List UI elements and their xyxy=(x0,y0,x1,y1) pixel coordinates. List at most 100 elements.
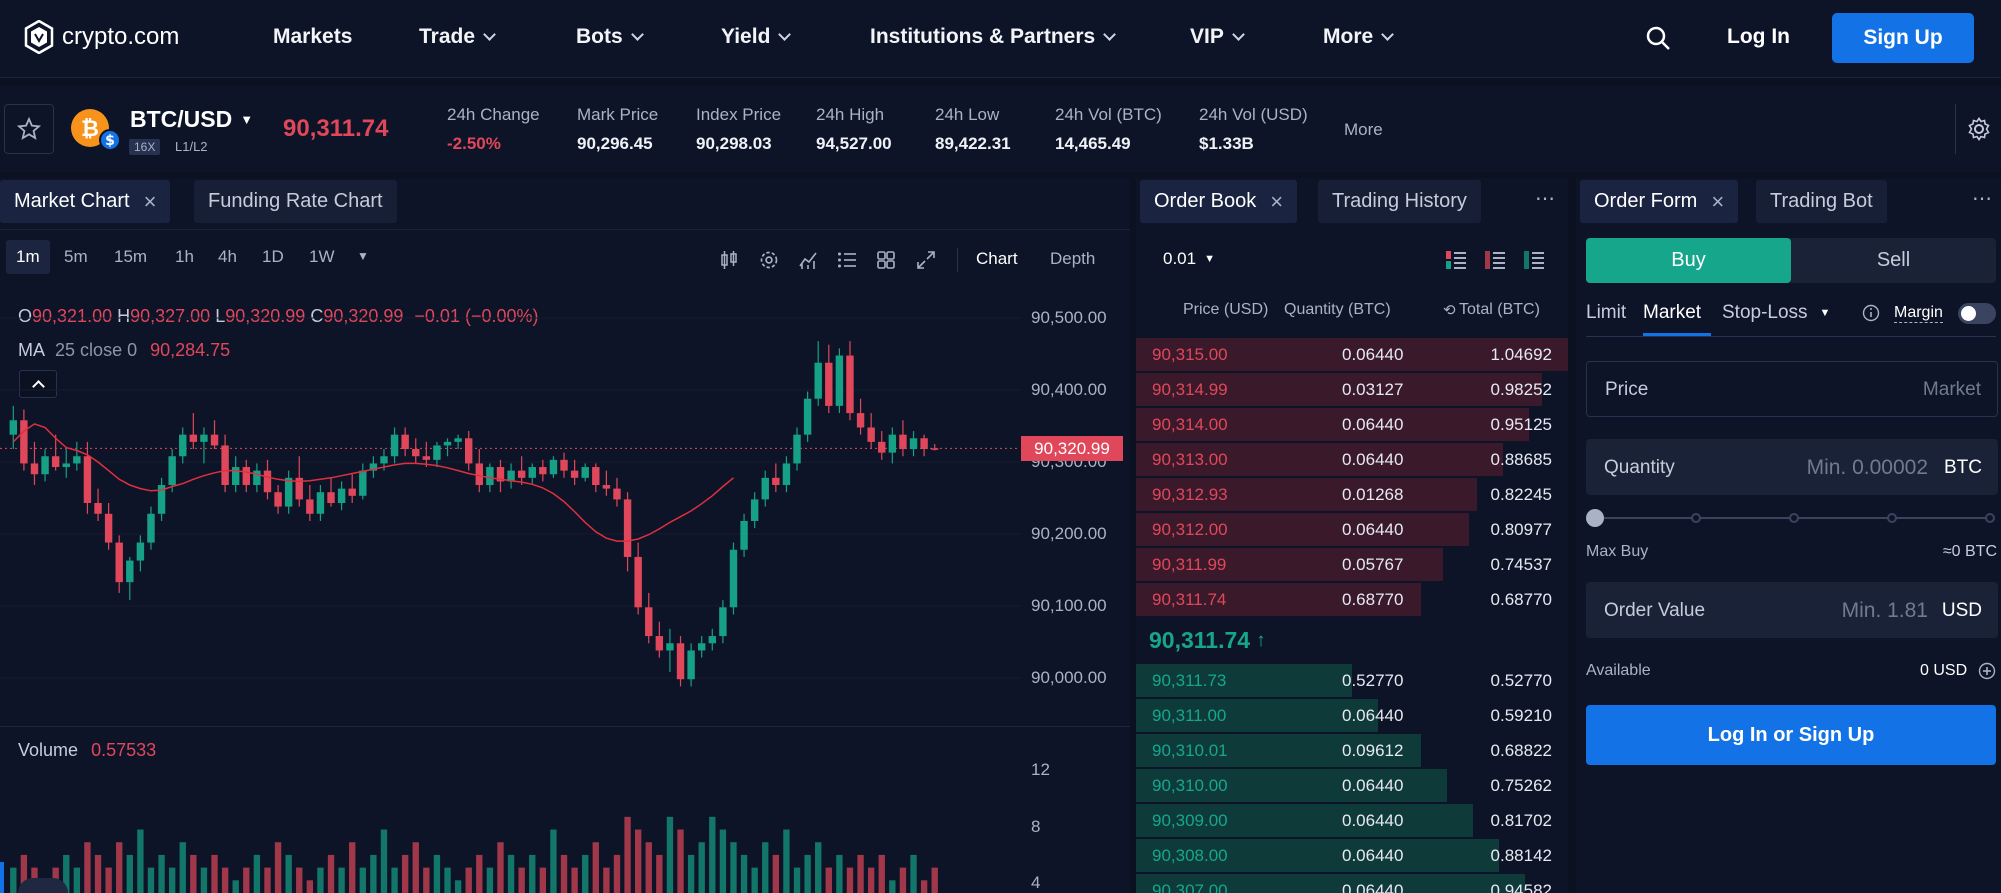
candle[interactable] xyxy=(126,556,134,601)
nav-markets[interactable]: Markets xyxy=(273,25,352,49)
pair-selector[interactable]: BTC/USD ▼ xyxy=(130,106,253,133)
candle[interactable] xyxy=(496,459,505,493)
candle[interactable] xyxy=(697,636,706,658)
bid-row[interactable]: 90,310.01 0.09612 0.68822 xyxy=(1136,733,1568,768)
add-funds-icon[interactable] xyxy=(1978,662,1996,680)
slider-step[interactable] xyxy=(1789,513,1799,523)
candle[interactable] xyxy=(602,470,611,496)
quantity-field[interactable]: Quantity Min. 0.00002 BTC xyxy=(1586,439,1998,495)
ask-row[interactable]: 90,312.00 0.06440 0.80977 xyxy=(1136,512,1568,547)
candle[interactable] xyxy=(867,413,875,450)
view-mode-chart[interactable]: Chart xyxy=(976,249,1018,268)
expand-icon[interactable] xyxy=(916,250,936,270)
candle[interactable] xyxy=(369,456,378,478)
candle[interactable] xyxy=(316,485,325,521)
login-link[interactable]: Log In xyxy=(1727,25,1790,48)
book-view-asks-icon[interactable] xyxy=(1485,251,1505,269)
candle[interactable] xyxy=(348,474,356,503)
candle[interactable] xyxy=(803,391,812,442)
candle[interactable] xyxy=(676,636,685,687)
view-mode-depth[interactable]: Depth xyxy=(1050,249,1096,268)
candle[interactable] xyxy=(390,427,399,464)
candle[interactable] xyxy=(147,506,155,550)
slider-step[interactable] xyxy=(1985,513,1995,523)
bid-row[interactable]: 90,311.00 0.06440 0.59210 xyxy=(1136,698,1568,733)
favorite-button[interactable] xyxy=(4,104,54,154)
bid-row[interactable]: 90,311.73 0.52770 0.52770 xyxy=(1136,663,1568,698)
candle[interactable] xyxy=(401,427,409,457)
candle[interactable] xyxy=(94,488,102,521)
candle[interactable] xyxy=(157,477,166,521)
candle[interactable] xyxy=(412,438,420,464)
candle[interactable] xyxy=(136,535,145,572)
candle[interactable] xyxy=(570,459,579,486)
candle[interactable] xyxy=(729,542,738,615)
candle[interactable] xyxy=(433,441,441,468)
timeframe-4h[interactable]: 4h xyxy=(218,247,237,266)
candle[interactable] xyxy=(327,477,335,507)
timeframe-15m[interactable]: 15m xyxy=(114,247,148,266)
settings-button[interactable] xyxy=(1955,104,2001,154)
candle[interactable] xyxy=(20,409,28,471)
candle[interactable] xyxy=(464,431,473,471)
refresh-icon[interactable]: ⟲ xyxy=(1443,302,1456,319)
more-options-icon[interactable]: ⋯ xyxy=(1535,188,1556,210)
candle[interactable] xyxy=(306,485,314,521)
candle[interactable] xyxy=(454,434,462,450)
candle[interactable] xyxy=(782,456,791,493)
book-view-bids-icon[interactable] xyxy=(1524,251,1544,269)
ask-row[interactable]: 90,314.00 0.06440 0.95125 xyxy=(1136,407,1568,442)
book-view-both-icon[interactable] xyxy=(1446,251,1466,269)
ask-row[interactable]: 90,312.93 0.01268 0.82245 xyxy=(1136,477,1568,512)
candle[interactable] xyxy=(560,452,568,478)
signup-button[interactable]: Sign Up xyxy=(1832,13,1974,63)
tab-market-chart[interactable]: Market Chart × xyxy=(0,180,171,223)
candle[interactable] xyxy=(793,427,801,471)
candle[interactable] xyxy=(179,427,187,464)
more-options-icon[interactable]: ⋯ xyxy=(1972,188,1993,210)
candle[interactable] xyxy=(242,459,251,493)
candle[interactable] xyxy=(930,444,939,451)
candle[interactable] xyxy=(909,431,918,457)
candle[interactable] xyxy=(422,441,431,468)
candle[interactable] xyxy=(62,449,70,478)
candle[interactable] xyxy=(41,449,49,482)
candle[interactable] xyxy=(761,470,769,507)
nav-bots[interactable]: Bots xyxy=(576,25,644,49)
chat-bubble[interactable] xyxy=(18,878,68,893)
candle[interactable] xyxy=(443,438,452,457)
candle[interactable] xyxy=(517,456,526,486)
tab-trading-bot[interactable]: Trading Bot xyxy=(1756,180,1887,223)
candle[interactable] xyxy=(221,434,229,493)
candle[interactable] xyxy=(51,434,60,471)
slider-step[interactable] xyxy=(1691,513,1701,523)
candle[interactable] xyxy=(634,542,642,615)
candle[interactable] xyxy=(581,463,589,482)
candle[interactable] xyxy=(284,470,293,514)
bid-row[interactable]: 90,307.00 0.06440 0.94582 xyxy=(1136,873,1568,893)
close-icon[interactable]: × xyxy=(1270,188,1284,214)
tab-order-book[interactable]: Order Book × xyxy=(1140,180,1298,223)
quantity-slider-handle[interactable] xyxy=(1586,509,1604,527)
candle[interactable] xyxy=(253,463,261,493)
ask-row[interactable]: 90,313.00 0.06440 0.88685 xyxy=(1136,442,1568,477)
nav-vip[interactable]: VIP xyxy=(1190,25,1245,49)
candle[interactable] xyxy=(337,481,346,511)
candle[interactable] xyxy=(655,621,664,658)
candle[interactable] xyxy=(528,463,536,486)
candle[interactable] xyxy=(200,427,208,464)
candle[interactable] xyxy=(115,535,123,593)
candle[interactable] xyxy=(814,341,822,406)
sell-button[interactable]: Sell xyxy=(1876,249,1911,271)
candle[interactable] xyxy=(507,463,515,489)
candle[interactable] xyxy=(825,344,833,414)
candle[interactable] xyxy=(623,492,632,572)
search-icon[interactable] xyxy=(1645,25,1671,51)
candle[interactable] xyxy=(708,628,717,651)
nav-trade[interactable]: Trade xyxy=(419,25,496,49)
more-stats-link[interactable]: More xyxy=(1344,120,1383,139)
candle[interactable] xyxy=(740,513,748,557)
candle[interactable] xyxy=(750,492,759,529)
timeframe-5m[interactable]: 5m xyxy=(64,247,88,266)
login-signup-button[interactable]: Log In or Sign Up xyxy=(1586,705,1996,765)
